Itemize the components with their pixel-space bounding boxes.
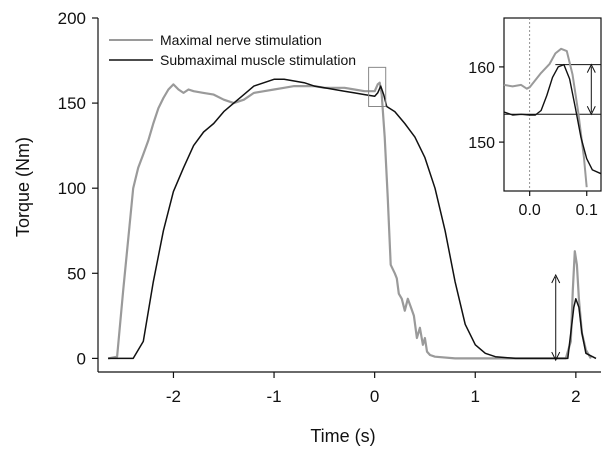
main-plot-axes: 0 50 100 150 200 -2 -1 0 1 2 bbox=[58, 9, 601, 406]
main-plot-series bbox=[107, 78, 597, 360]
inset-amplitude-arrow bbox=[586, 63, 596, 116]
x-tick-label: 2 bbox=[571, 387, 580, 406]
arrow-head bbox=[551, 351, 561, 362]
inset-series-line-muscle bbox=[503, 63, 602, 175]
amplitude-annotations bbox=[368, 66, 561, 362]
main-amplitude-arrow bbox=[551, 273, 561, 362]
arrow-head bbox=[551, 273, 561, 284]
x-tick-label: -2 bbox=[166, 387, 181, 406]
y-tick-label: 200 bbox=[58, 9, 86, 28]
inset-x-tick-label: 0.0 bbox=[519, 202, 541, 219]
arrow-head bbox=[586, 106, 596, 116]
y-tick-label: 100 bbox=[58, 179, 86, 198]
y-tick-label: 50 bbox=[67, 264, 86, 283]
legend: Maximal nerve stimulation Submaximal mus… bbox=[109, 32, 356, 68]
legend-label-muscle: Submaximal muscle stimulation bbox=[160, 52, 356, 68]
inset-frame bbox=[503, 17, 602, 192]
inset-y-tick-label: 150 bbox=[468, 135, 495, 152]
y-tick-label: 0 bbox=[77, 349, 86, 368]
zoom-region-box bbox=[368, 66, 387, 107]
inset-zoom-plot: 150 160 0.0 0.1 bbox=[468, 17, 602, 219]
x-tick-label: -1 bbox=[266, 387, 281, 406]
x-tick-label: 0 bbox=[370, 387, 379, 406]
x-tick-label: 1 bbox=[471, 387, 480, 406]
series-line-muscle bbox=[108, 78, 597, 360]
x-axis-title: Time (s) bbox=[310, 426, 375, 446]
legend-label-nerve: Maximal nerve stimulation bbox=[160, 32, 322, 48]
inset-x-tick-label: 0.1 bbox=[576, 202, 598, 219]
inset-y-tick-label: 160 bbox=[468, 60, 495, 77]
y-axis-title: Torque (Nm) bbox=[13, 137, 33, 237]
inset-series-line-nerve bbox=[503, 47, 588, 188]
y-tick-label: 150 bbox=[58, 94, 86, 113]
series-line-nerve bbox=[107, 81, 592, 360]
arrow-head bbox=[586, 63, 596, 73]
